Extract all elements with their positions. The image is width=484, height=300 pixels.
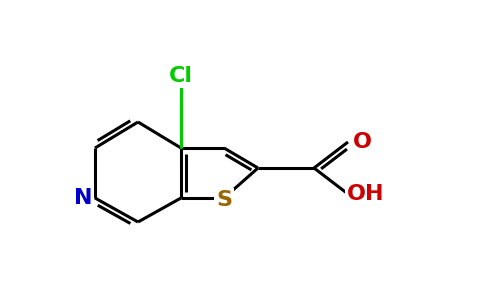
Text: S: S <box>216 190 232 210</box>
Text: O: O <box>352 132 372 152</box>
Text: Cl: Cl <box>169 66 193 86</box>
Text: OH: OH <box>347 184 385 204</box>
Text: N: N <box>74 188 92 208</box>
